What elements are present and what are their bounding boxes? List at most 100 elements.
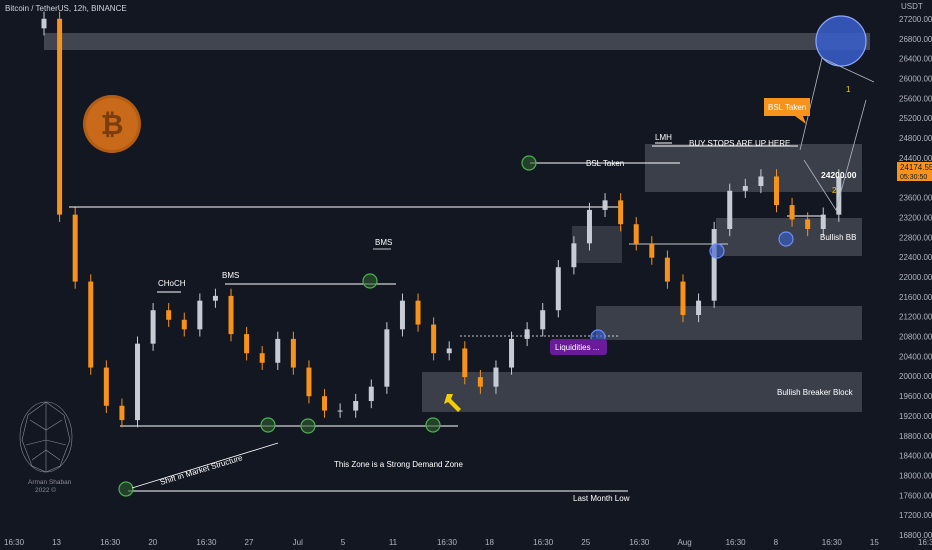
liquidities-tag: Liquidities ... [550, 339, 607, 355]
label-bullish-bb: Bullish BB [820, 233, 856, 242]
candle-body [727, 190, 733, 229]
price-tick-label: 17200.00 [899, 511, 932, 520]
time-tick-label: 20 [148, 538, 157, 547]
candle-body [103, 367, 109, 406]
candle-body [166, 310, 172, 320]
candle-body [836, 176, 842, 215]
candle-body [602, 200, 608, 210]
price-tick-label: 18000.00 [899, 471, 932, 480]
last-price-value: 24174.55 [900, 163, 932, 172]
label-brand-year: 2022 © [35, 486, 56, 494]
price-tick-label: 19200.00 [899, 412, 932, 421]
label-bsl-taken-mid: BSL Taken [586, 159, 624, 168]
label-last-month-low: Last Month Low [573, 494, 630, 503]
time-tick-label: 15 [870, 538, 879, 547]
candle-body [88, 281, 94, 368]
candle-body [805, 219, 811, 229]
time-tick-label: 16:30 [629, 538, 650, 547]
candle-body [197, 300, 203, 330]
label-liquidities: Liquidities ... [555, 343, 599, 352]
bsl-taken-callout: BSL Taken [764, 98, 810, 124]
candle-body [462, 348, 468, 378]
price-tick-label: 23600.00 [899, 194, 932, 203]
projection-path-1 [799, 57, 875, 151]
candle-body [431, 324, 437, 354]
candle-body [57, 18, 63, 215]
green-circle-2 [300, 418, 316, 434]
candle-body [742, 186, 748, 191]
price-tick-label: 23200.00 [899, 213, 932, 222]
candle-body [664, 257, 670, 282]
bitcoin-logo-icon: ₿ [83, 95, 141, 153]
green-circle-3 [425, 417, 441, 433]
candle-body [119, 405, 125, 421]
time-tick-label: 16:30 [100, 538, 121, 547]
candle-body [244, 334, 250, 354]
price-tick-label: 27200.00 [899, 15, 932, 24]
candle-body [820, 214, 826, 229]
time-tick-label: 16:30 [726, 538, 747, 547]
candle-body [524, 329, 530, 339]
candle-body [135, 343, 141, 421]
label-buy-stops: BUY STOPS ARE UP HERE [689, 139, 790, 148]
price-tick-label: 22400.00 [899, 253, 932, 262]
price-tick-label: 18400.00 [899, 452, 932, 461]
label-path-2: 2 [832, 186, 837, 195]
candle-body [384, 329, 390, 387]
candle-body [415, 300, 421, 325]
time-tick-label: 11 [389, 538, 398, 547]
price-tick-label: 24400.00 [899, 154, 932, 163]
price-tick-label: 19600.00 [899, 392, 932, 401]
time-tick-label: 8 [774, 538, 779, 547]
time-tick-label: Jul [293, 538, 303, 547]
time-tick-label: 18 [485, 538, 494, 547]
candle-body [228, 295, 234, 335]
price-tick-label: 26800.00 [899, 35, 932, 44]
time-tick-label: 16:30 [533, 538, 554, 547]
candle-body [633, 224, 639, 244]
candle-body [789, 205, 795, 220]
label-target-price: 24200.00 [821, 170, 857, 180]
green-circle-bsl [521, 155, 537, 171]
price-tick-label: 26400.00 [899, 55, 932, 64]
time-tick-label: 5 [341, 538, 346, 547]
projection-paths [799, 57, 875, 211]
time-tick-label: 16:3 [918, 538, 932, 547]
bsl-zone [645, 144, 862, 192]
markers [118, 15, 867, 497]
label-demand-zone: This Zone is a Strong Demand Zone [334, 460, 464, 469]
price-tick-label: 24800.00 [899, 134, 932, 143]
symbol-title: Bitcoin / TetherUS, 12h, BINANCE [5, 4, 127, 13]
candle-body [649, 243, 655, 258]
candle-body [368, 386, 374, 401]
candle-body [758, 176, 764, 186]
candle-body [540, 310, 546, 330]
currency-label: USDT [901, 2, 923, 11]
projection-path-2 [803, 99, 867, 211]
resistance-zone-top [44, 33, 870, 50]
time-axis[interactable]: 16:30 13 16:30 20 16:30 27 Jul 5 11 16:30 18 16:30 2… [4, 538, 932, 547]
price-tick-label: 18800.00 [899, 432, 932, 441]
time-tick-label: 16:30 [4, 538, 25, 547]
candle-body [555, 267, 561, 311]
price-tick-label: 17600.00 [899, 491, 932, 500]
time-tick-label: Aug [677, 538, 691, 547]
price-tick-label: 25600.00 [899, 94, 932, 103]
candle-body [680, 281, 686, 315]
green-circle-low [118, 481, 134, 497]
candle-body [259, 353, 265, 363]
candle-body [150, 310, 156, 344]
green-circle-1 [260, 417, 276, 433]
label-bullish-breaker: Bullish Breaker Block [777, 388, 854, 397]
time-tick-label: 13 [52, 538, 61, 547]
candle-body [275, 338, 281, 363]
candle-body [696, 300, 702, 315]
time-tick-label: 16:30 [437, 538, 458, 547]
blue-circle-bb-2 [778, 231, 794, 247]
brain-logo-icon [19, 401, 73, 473]
price-tick-label: 16800.00 [899, 531, 932, 540]
candle-body [290, 338, 296, 368]
label-brand-name: Arman Shaban [28, 479, 72, 486]
